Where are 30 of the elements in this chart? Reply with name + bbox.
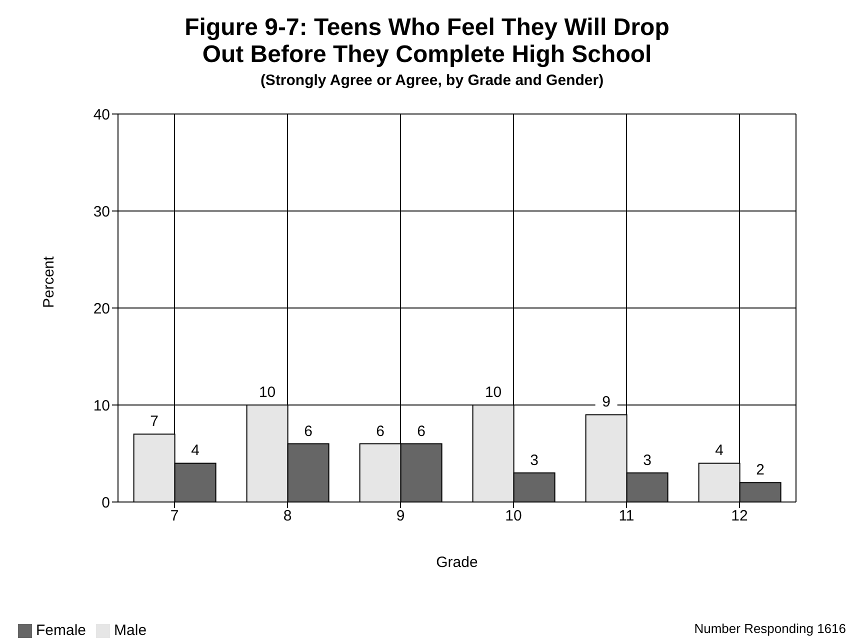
x-tick-label: 7 [170,508,179,525]
x-tick-label: 11 [618,508,634,525]
x-tick-label: 10 [505,508,522,525]
x-tick-label: 12 [731,508,748,525]
data-label: 10 [484,384,502,401]
y-tick-label: 20 [93,300,110,318]
data-label: 6 [304,422,312,440]
data-label: 6 [376,422,384,440]
x-tick-label: 9 [396,508,405,525]
data-label: 7 [150,413,158,430]
y-axis-title: Percent [40,255,58,308]
text: Number Responding 1616 [694,621,846,636]
data-label: 9 [602,394,610,411]
legend-label: Female [36,622,86,639]
data-label: 4 [715,442,724,460]
data-label: 6 [417,422,426,440]
data-label: 4 [191,442,200,460]
data-label: 3 [643,452,652,469]
x-axis-title: Grade [436,554,478,571]
y-tick-label: 30 [93,203,110,220]
x-tick-label: 8 [283,508,292,525]
y-tick-label: 10 [93,397,110,414]
y-tick-label: 40 [93,106,110,124]
chart-subtitle: (Strongly Agree or Agree, by Grade and Gender) [259,72,605,89]
data-label: 2 [756,462,764,479]
data-label: 10 [258,384,276,401]
y-tick-label: 0 [102,494,110,512]
legend-label: Male [114,622,147,639]
chart-title: Figure 9-7: Teens Who Feel They Will Drop Out Before They Complete High School [184,13,670,68]
data-label: 3 [530,452,538,469]
